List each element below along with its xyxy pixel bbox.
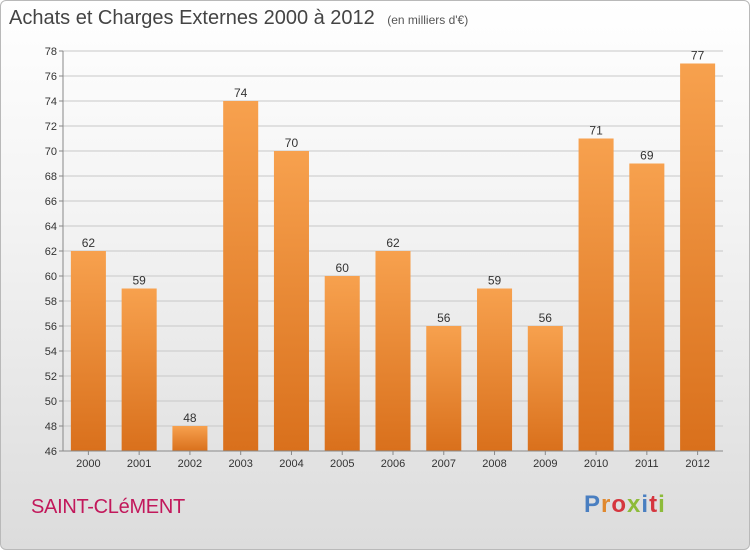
y-tick-label: 54 (45, 346, 57, 358)
data-label-2010: 71 (589, 124, 603, 138)
proxiti-logo[interactable]: Proxiti (584, 491, 666, 518)
data-label-2012: 77 (691, 49, 705, 63)
data-label-2004: 70 (285, 136, 299, 150)
bars: 62 59 48 74 70 60 62 56 59 56 71 69 77 (70, 49, 716, 451)
bar-2007 (426, 326, 462, 451)
x-tick-label-2011: 2011 (635, 458, 659, 470)
x-tick-label-2003: 2003 (228, 458, 252, 470)
y-tick-label: 66 (45, 196, 57, 208)
bar-2008 (477, 288, 513, 451)
data-label-2011: 69 (640, 149, 654, 163)
x-tick-label-2005: 2005 (330, 458, 354, 470)
data-label-2003: 74 (234, 86, 248, 100)
y-tick-label: 68 (45, 171, 57, 183)
data-label-2009: 56 (539, 311, 553, 325)
y-tick-label: 52 (45, 371, 57, 383)
chart-subtitle: (en milliers d'€) (387, 13, 469, 27)
data-label-2002: 48 (183, 411, 197, 425)
data-label-2000: 62 (82, 236, 96, 250)
y-tick-label: 46 (45, 446, 57, 458)
y-tick-label: 60 (45, 271, 57, 283)
y-tick-label: 50 (45, 396, 57, 408)
bar-2003 (223, 101, 259, 451)
x-tick-label-2006: 2006 (381, 458, 405, 470)
y-tick-label: 48 (45, 421, 57, 433)
x-tick-label-2009: 2009 (533, 458, 557, 470)
y-tick-label: 76 (45, 71, 57, 83)
y-tick-label: 70 (45, 146, 57, 158)
x-tick-label-2001: 2001 (127, 458, 151, 470)
y-tick-label: 78 (45, 46, 57, 58)
y-tick-label: 74 (45, 96, 57, 108)
x-tick-label-2000: 2000 (76, 458, 100, 470)
bar-2001 (121, 288, 157, 451)
bar-2006 (375, 251, 411, 451)
x-tick-label-2007: 2007 (432, 458, 456, 470)
x-tick-label-2008: 2008 (482, 458, 506, 470)
y-tick-label: 64 (45, 221, 57, 233)
x-tick-label-2002: 2002 (178, 458, 202, 470)
data-label-2005: 60 (336, 261, 350, 275)
bar-2011 (629, 163, 665, 451)
bar-2004 (273, 151, 309, 451)
bar-2010 (578, 138, 614, 451)
commune-name: SAINT-CLéMENT (31, 496, 185, 518)
y-tick-label: 62 (45, 246, 57, 258)
y-tick-label: 58 (45, 296, 57, 308)
x-tick-label-2010: 2010 (584, 458, 608, 470)
x-tick-label-2012: 2012 (685, 458, 709, 470)
bar-2009 (527, 326, 563, 451)
bar-2002 (172, 426, 208, 451)
bar-2012 (680, 63, 716, 451)
title-row: Achats et Charges Externes 2000 à 2012 (… (9, 7, 468, 30)
axes: 46 48 50 52 54 56 58 60 62 64 66 68 70 72 74 76 78 2000 20… (45, 46, 723, 470)
data-label-2008: 59 (488, 274, 502, 288)
y-tick-label: 72 (45, 121, 57, 133)
data-label-2006: 62 (386, 236, 400, 250)
data-label-2001: 59 (132, 274, 146, 288)
data-label-2007: 56 (437, 311, 451, 325)
bar-2005 (324, 276, 360, 451)
bar-2000 (70, 251, 106, 451)
x-tick-label-2004: 2004 (279, 458, 303, 470)
chart-title: Achats et Charges Externes 2000 à 2012 (9, 7, 375, 29)
y-tick-label: 56 (45, 321, 57, 333)
